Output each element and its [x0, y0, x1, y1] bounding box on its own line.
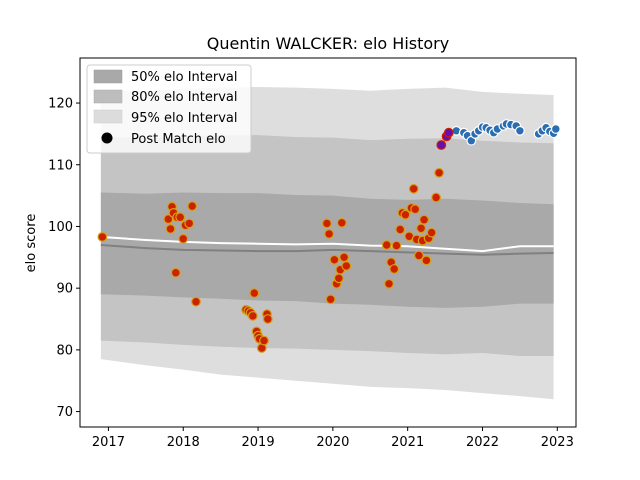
- x-tick-label: 2018: [167, 435, 200, 450]
- y-tick-label: 70: [56, 405, 73, 420]
- y-tick-label: 100: [48, 220, 73, 235]
- point-past: [416, 223, 427, 234]
- y-axis-label: elo score: [24, 214, 39, 273]
- point-current: [443, 127, 454, 138]
- point-past: [165, 223, 176, 234]
- point-past: [381, 240, 392, 250]
- point-past: [325, 294, 336, 305]
- y-tick-label: 80: [56, 343, 73, 358]
- x-tick-label: 2020: [316, 435, 349, 450]
- point-past: [434, 167, 445, 178]
- point-past: [322, 218, 332, 229]
- point-past: [410, 204, 421, 215]
- point-past: [333, 273, 344, 284]
- x-tick-label: 2021: [391, 435, 424, 450]
- x-tick-label: 2019: [242, 435, 275, 450]
- point-past: [384, 278, 394, 289]
- x-tick-label: 2022: [466, 435, 499, 450]
- point-past: [262, 314, 273, 324]
- interval-bands: [100, 87, 554, 400]
- point-past: [324, 228, 335, 239]
- point-past: [163, 214, 174, 225]
- point-past: [408, 183, 419, 194]
- point-current: [436, 140, 447, 150]
- point-past: [419, 214, 430, 225]
- point-past: [191, 296, 201, 307]
- x-tick-label: 2017: [92, 435, 125, 450]
- y-tick-label: 110: [48, 158, 73, 173]
- mean-line: [100, 244, 554, 256]
- point-past: [97, 231, 108, 242]
- legend-swatch-50: [93, 69, 123, 84]
- point-future: [550, 124, 561, 134]
- point-past: [400, 209, 411, 220]
- point-past: [175, 212, 186, 223]
- point-future: [515, 125, 525, 136]
- point-past: [421, 255, 432, 266]
- y-axis: 70 80 90 100 110 120: [48, 97, 80, 420]
- plot-area: [97, 87, 561, 400]
- y-tick-label: 120: [48, 97, 73, 112]
- point-past: [184, 218, 195, 229]
- point-past: [259, 335, 269, 346]
- point-past: [249, 288, 260, 299]
- data-points: [97, 119, 561, 353]
- legend-swatch-80: [93, 89, 123, 104]
- point-past: [426, 227, 437, 238]
- point-past: [391, 240, 402, 251]
- legend-label-50: 50% elo Interval: [131, 70, 238, 85]
- point-past: [339, 252, 350, 263]
- legend-swatch-95: [93, 109, 123, 124]
- legend-marker-post-match: [101, 132, 113, 144]
- chart-title: Quentin WALCKER: elo History: [207, 34, 449, 53]
- point-past: [431, 192, 442, 203]
- point-past: [395, 224, 406, 235]
- x-tick-label: 2023: [541, 435, 574, 450]
- x-axis: 2017 2018 2019 2020 2021 2022 2023: [92, 427, 574, 450]
- point-past: [247, 311, 258, 321]
- legend-box: [86, 64, 252, 154]
- legend-label-post-match: Post Match elo: [131, 132, 226, 147]
- point-past: [389, 264, 400, 274]
- legend: 50% elo Interval 80% elo Interval 95% el…: [86, 64, 252, 154]
- point-past: [187, 201, 198, 212]
- point-past: [170, 267, 181, 278]
- point-past: [336, 217, 347, 228]
- legend-label-80: 80% elo Interval: [131, 90, 238, 105]
- plot-frame: [79, 57, 577, 428]
- point-past: [414, 250, 424, 261]
- legend-label-95: 95% elo Interval: [131, 111, 238, 126]
- point-past: [329, 254, 340, 265]
- y-tick-label: 90: [56, 282, 73, 297]
- point-past: [341, 261, 352, 271]
- point-past: [178, 233, 189, 244]
